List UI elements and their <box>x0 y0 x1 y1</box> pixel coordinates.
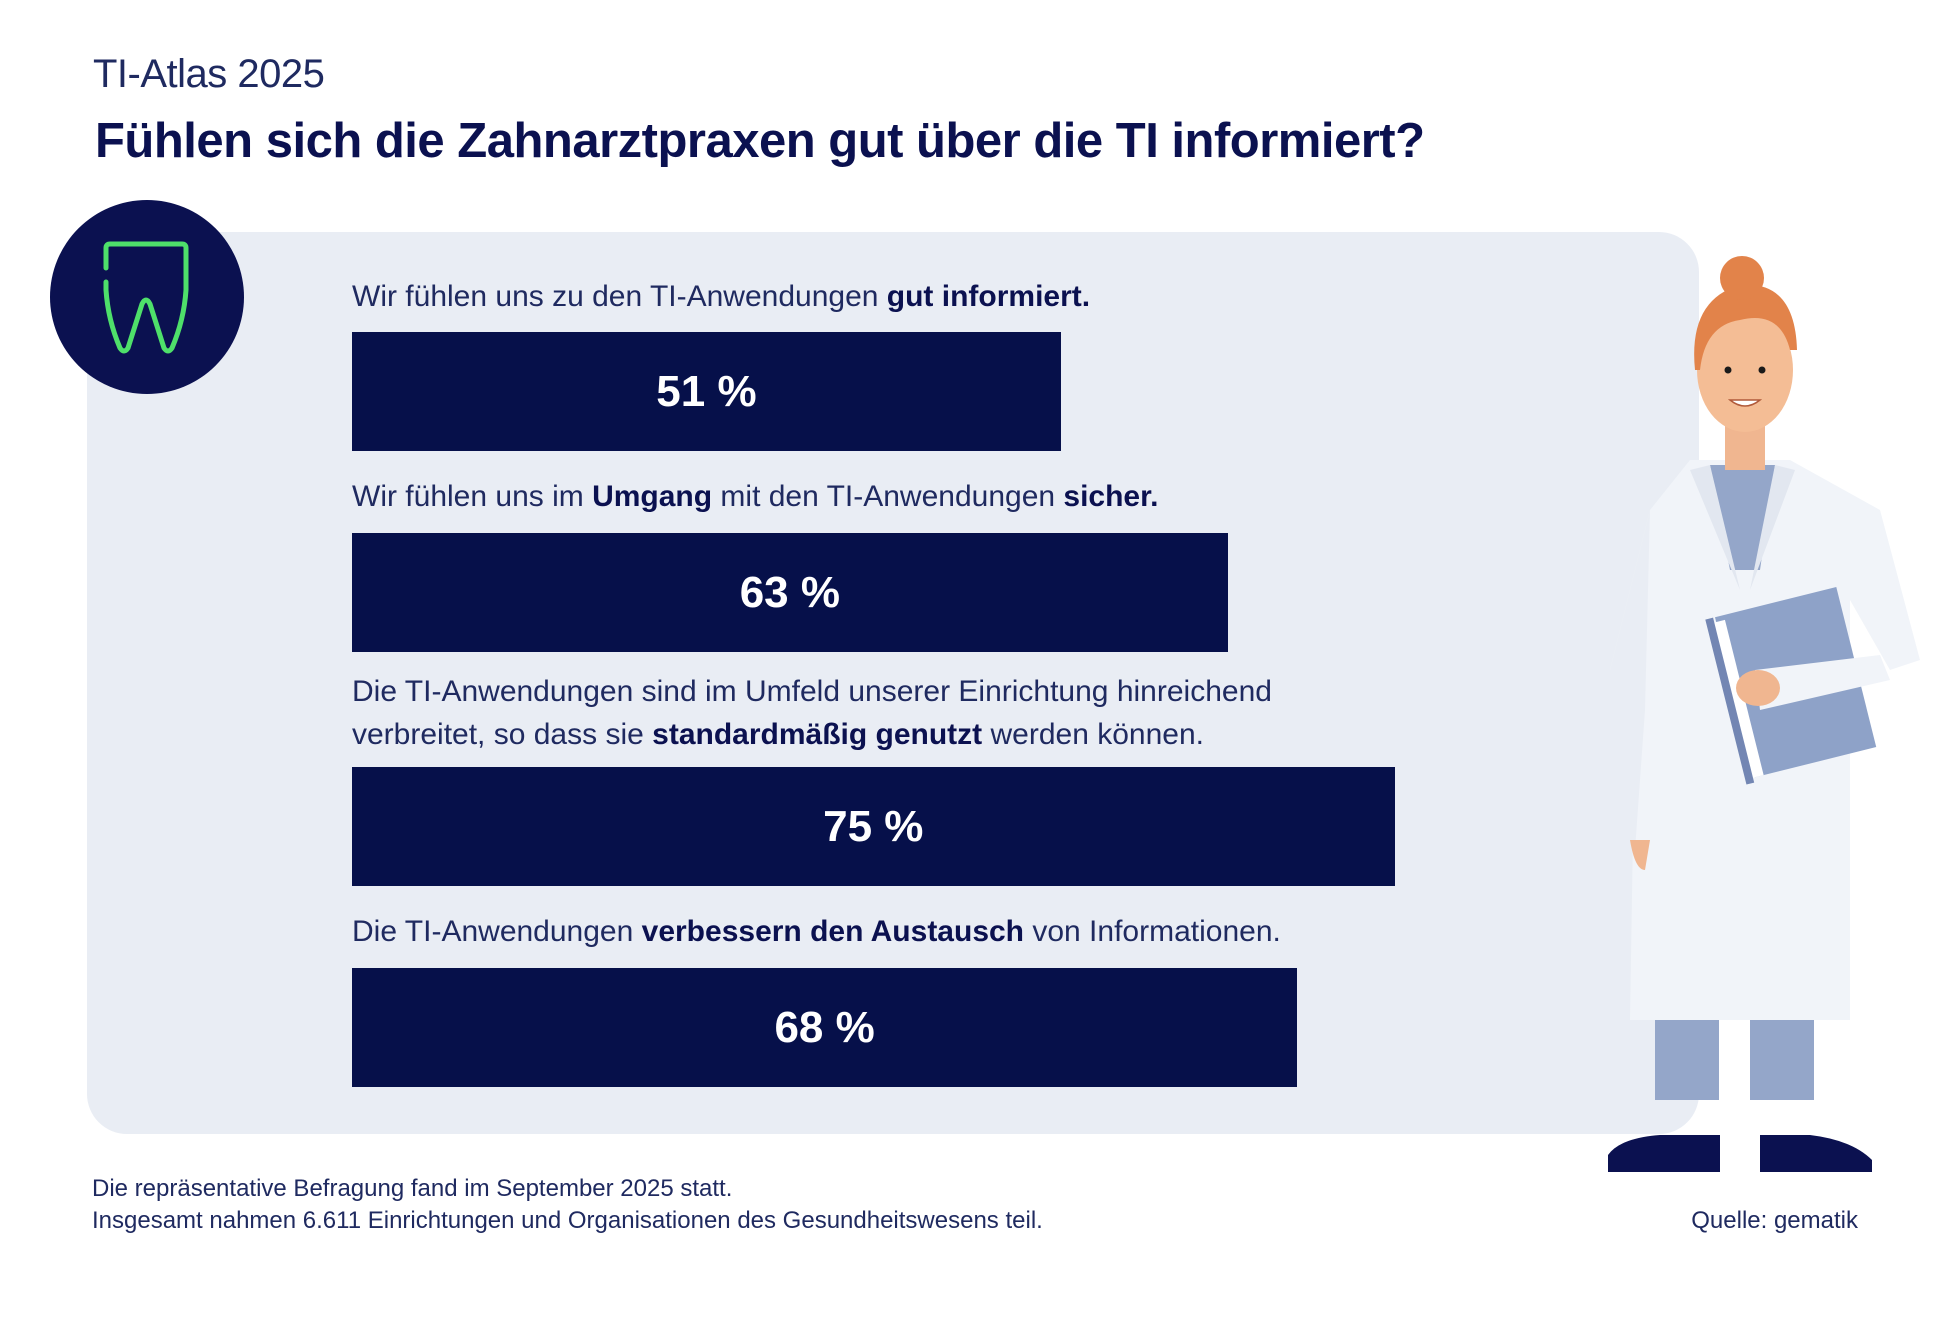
chart-title: Fühlen sich die Zahnarztpraxen gut über … <box>95 114 1425 168</box>
label-emphasis: Umgang <box>592 480 713 513</box>
label-emphasis: gut informiert. <box>886 280 1091 313</box>
bar-value-label: 68 % <box>774 1002 875 1052</box>
label-emphasis: verbessern den Austausch <box>641 915 1025 948</box>
source-credit: Quelle: gematik <box>1691 1207 1858 1234</box>
bar-value-label: 75 % <box>823 801 924 851</box>
category-label: Wir fühlen uns im Umgang mit den TI-Anwe… <box>352 475 1158 518</box>
label-text: Wir fühlen uns im <box>352 480 593 513</box>
bar: 75 % <box>352 767 1395 886</box>
tooth-badge <box>50 200 244 394</box>
bar: 51 % <box>352 332 1061 451</box>
bar-value-label: 51 % <box>656 366 757 416</box>
category-label: Die TI-Anwendungen sind im Umfeld unsere… <box>352 670 1272 756</box>
label-text: verbreitet, so dass sie <box>352 718 653 751</box>
label-text: mit den TI-Anwendungen <box>712 480 1064 513</box>
label-text: Die TI-Anwendungen <box>352 915 642 948</box>
bar: 68 % <box>352 968 1298 1087</box>
label-text: Die TI-Anwendungen sind im Umfeld unsere… <box>352 675 1272 708</box>
label-text: von Informationen. <box>1024 915 1281 948</box>
doctor-illustration <box>1600 256 1920 1172</box>
footnote-survey-date: Die repräsentative Befragung fand im Sep… <box>92 1175 733 1202</box>
label-emphasis: sicher. <box>1063 480 1159 513</box>
category-label: Die TI-Anwendungen verbessern den Austau… <box>352 910 1281 953</box>
label-text: werden können. <box>982 718 1204 751</box>
footnote-participants: Insgesamt nahmen 6.611 Einrichtungen und… <box>92 1207 1043 1234</box>
tooth-icon <box>103 241 189 354</box>
bar-value-label: 63 % <box>739 567 840 617</box>
category-label: Wir fühlen uns zu den TI-Anwendungen gut… <box>352 275 1090 318</box>
label-text: Wir fühlen uns zu den TI-Anwendungen <box>352 280 887 313</box>
supertitle: TI-Atlas 2025 <box>93 52 325 96</box>
bar: 63 % <box>352 533 1228 652</box>
label-emphasis: standardmäßig genutzt <box>652 718 983 751</box>
